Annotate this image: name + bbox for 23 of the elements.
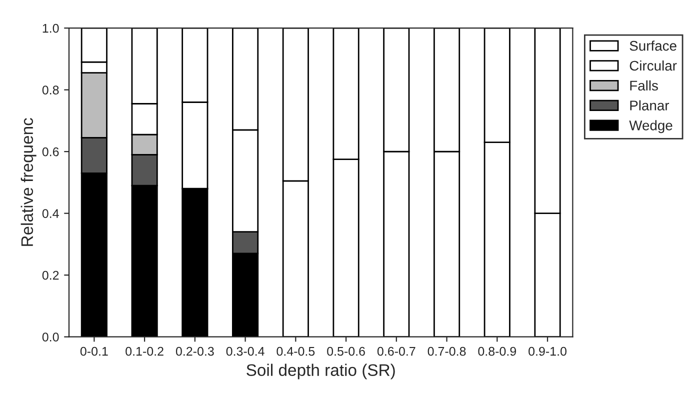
y-tick-label: 0.6 <box>42 147 59 156</box>
x-tick-label: 0.3-0.4 <box>226 346 264 356</box>
legend-label: Falls <box>630 80 658 91</box>
legend-label: Planar <box>630 100 670 110</box>
x-tick-label: 0.6-0.7 <box>377 346 416 356</box>
y-tick-label: 0.4 <box>42 209 59 218</box>
y-axis-title: Relative frequenc <box>20 118 36 246</box>
x-tick-label: 0.1-0.2 <box>126 346 164 356</box>
legend-label: Surface <box>630 40 676 51</box>
x-tick-label: 0.5-0.6 <box>327 346 365 356</box>
y-tick-label: 0.0 <box>42 332 59 342</box>
legend-label: Circular <box>630 60 677 71</box>
x-tick-label: 0.2-0.3 <box>176 346 214 356</box>
legend-label: Wedge <box>629 120 672 134</box>
y-tick-label: 1.0 <box>42 24 59 33</box>
x-tick-label: 0.4-0.5 <box>276 346 315 356</box>
x-tick-label: 0.8-0.9 <box>478 346 516 356</box>
x-axis-title: Soil depth ratio (SR) <box>246 364 395 380</box>
y-tick-label: 0.8 <box>42 86 59 94</box>
x-tick-label: 0-0.1 <box>80 346 108 356</box>
y-tick-label: 0.2 <box>42 270 59 280</box>
x-tick-label: 0.7-0.8 <box>428 346 466 356</box>
x-tick-label: 0.9-1.0 <box>528 346 566 356</box>
